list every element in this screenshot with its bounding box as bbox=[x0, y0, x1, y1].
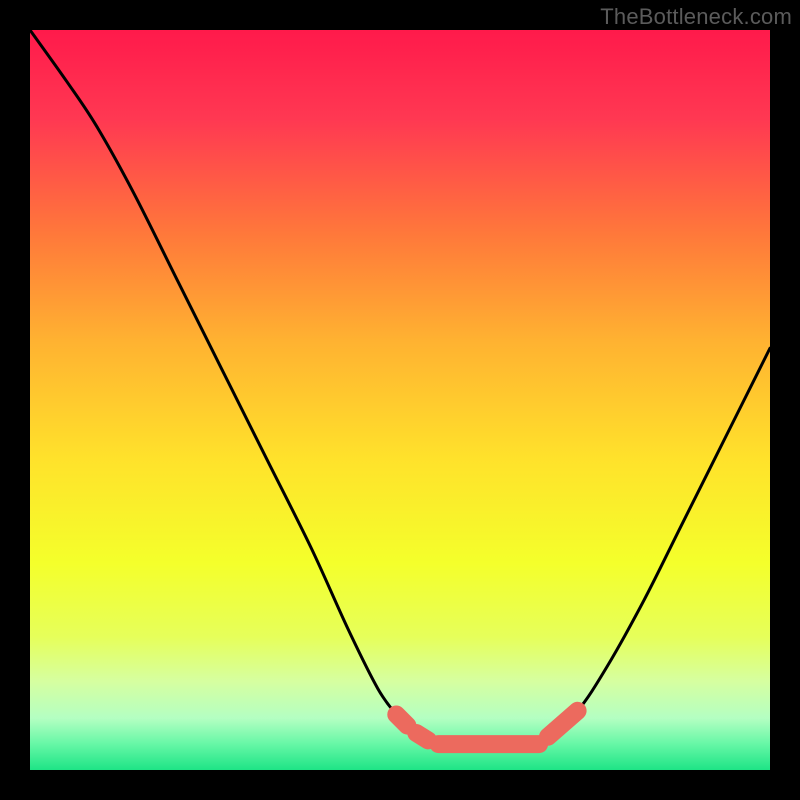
watermark-text: TheBottleneck.com bbox=[600, 4, 792, 30]
chart-frame: TheBottleneck.com bbox=[0, 0, 800, 800]
highlight-segment bbox=[30, 30, 770, 770]
plot-area bbox=[30, 30, 770, 770]
